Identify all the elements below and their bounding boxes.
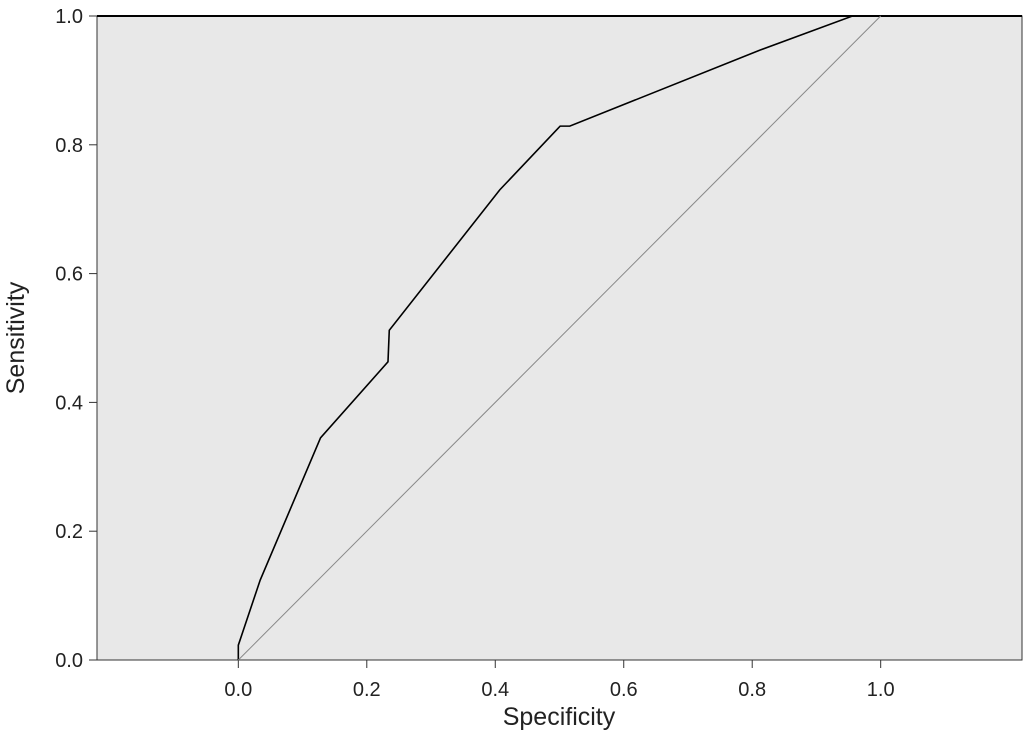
y-tick-label: 0.2 (55, 521, 83, 543)
x-tick-label: 0.4 (481, 679, 509, 701)
y-tick-label: 1.0 (55, 6, 83, 28)
y-tick-label: 0.0 (55, 650, 83, 672)
y-tick-label: 0.4 (55, 392, 83, 414)
x-tick-label: 0.2 (353, 679, 381, 701)
x-tick-label: 0.6 (610, 679, 638, 701)
roc-curve (237, 15, 881, 660)
x-tick-label: 0.8 (738, 679, 766, 701)
reference-line (237, 15, 882, 661)
y-tick-label: 0.8 (55, 135, 83, 157)
x-tick-label: 0.0 (224, 679, 252, 701)
x-axis-label: Specificity (503, 703, 616, 731)
x-tick-label: 1.0 (867, 679, 895, 701)
y-tick-label: 0.6 (55, 264, 83, 286)
y-axis-label: Sensitivity (2, 281, 30, 394)
